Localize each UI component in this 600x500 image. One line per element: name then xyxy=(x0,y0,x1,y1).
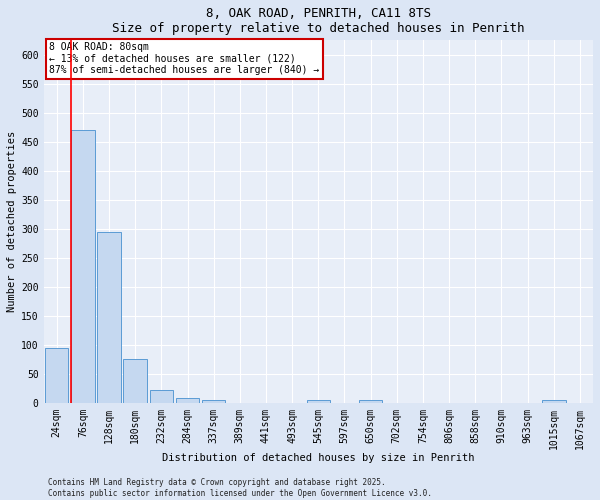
Bar xyxy=(542,400,566,403)
Bar xyxy=(124,360,147,403)
X-axis label: Distribution of detached houses by size in Penrith: Distribution of detached houses by size … xyxy=(162,453,475,463)
Bar xyxy=(45,348,68,403)
Bar xyxy=(97,232,121,403)
Bar xyxy=(307,400,330,403)
Bar xyxy=(176,398,199,403)
Text: Contains HM Land Registry data © Crown copyright and database right 2025.
Contai: Contains HM Land Registry data © Crown c… xyxy=(48,478,432,498)
Bar xyxy=(149,390,173,403)
Title: 8, OAK ROAD, PENRITH, CA11 8TS
Size of property relative to detached houses in P: 8, OAK ROAD, PENRITH, CA11 8TS Size of p… xyxy=(112,7,524,35)
Y-axis label: Number of detached properties: Number of detached properties xyxy=(7,131,17,312)
Bar xyxy=(202,400,226,403)
Bar xyxy=(71,130,95,403)
Bar xyxy=(359,400,382,403)
Text: 8 OAK ROAD: 80sqm
← 13% of detached houses are smaller (122)
87% of semi-detache: 8 OAK ROAD: 80sqm ← 13% of detached hous… xyxy=(49,42,319,76)
